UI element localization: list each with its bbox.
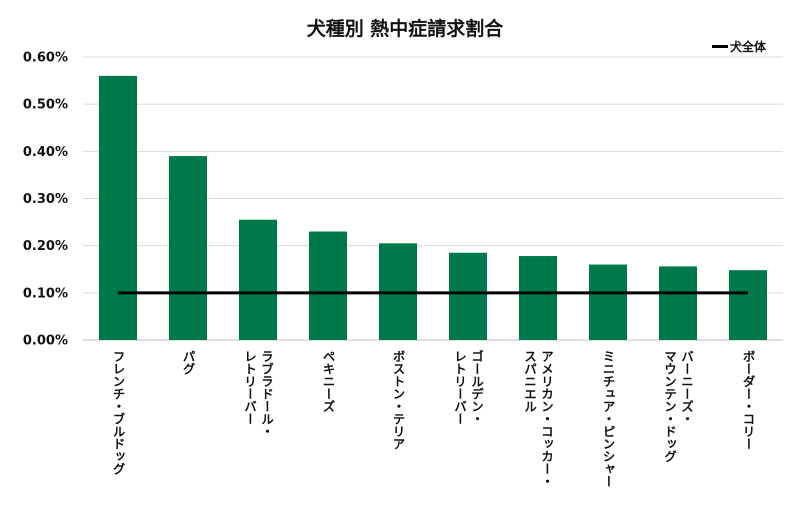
bar <box>519 256 557 340</box>
bar <box>449 252 487 340</box>
bar <box>309 231 347 340</box>
legend: 犬全体 <box>712 38 766 55</box>
x-category-label: ボーダー・コリー <box>741 350 756 450</box>
x-category-label: スパニエル <box>522 350 537 413</box>
y-tick-label: 0.00% <box>23 334 68 349</box>
x-category-label: ゴールデン・ <box>469 349 484 425</box>
x-category-label: パグ <box>181 350 196 375</box>
bar <box>169 156 207 340</box>
y-tick-label: 0.20% <box>23 239 68 254</box>
bar <box>239 219 277 340</box>
legend-label: 犬全体 <box>730 40 767 54</box>
x-category-label: アメリカン・コッカー・ <box>539 350 554 488</box>
bar <box>589 264 627 340</box>
x-category-label: ボストン・テリア <box>391 350 406 450</box>
y-tick-label: 0.50% <box>23 98 68 113</box>
y-tick-label: 0.40% <box>23 145 68 160</box>
x-category-label: レトリーバー <box>452 350 467 425</box>
bar <box>659 266 697 340</box>
bar <box>99 75 137 340</box>
y-tick-label: 0.30% <box>23 192 68 207</box>
bar <box>729 270 767 340</box>
y-tick-label: 0.10% <box>23 286 68 301</box>
y-tick-label: 0.60% <box>23 51 68 66</box>
chart-title: 犬種別 熱中症請求割合 <box>306 18 504 40</box>
x-category-label: マウンテン・ドッグ <box>662 350 677 463</box>
x-category-label: ラブラドール・ <box>259 350 274 438</box>
x-category-label: ミニチュア・ピンシャー <box>601 350 616 488</box>
x-category-label: バーニーズ・ <box>679 350 694 425</box>
x-category-label: ペキニーズ <box>321 350 336 413</box>
x-category-label: レトリーバー <box>242 350 257 425</box>
x-category-label: フレンチ・ブルドッグ <box>111 350 126 475</box>
legend-line-swatch <box>712 45 728 48</box>
